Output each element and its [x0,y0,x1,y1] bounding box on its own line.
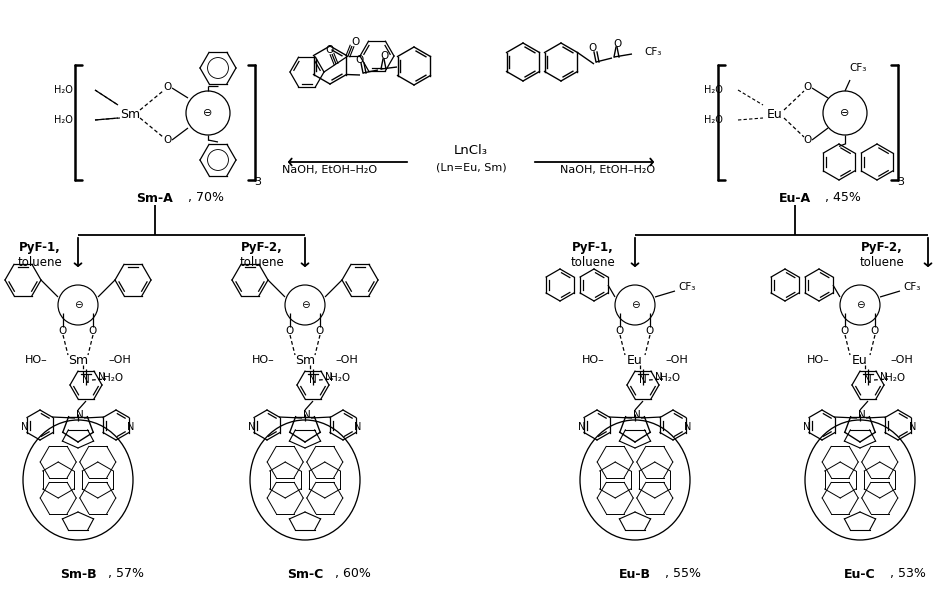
Text: N: N [655,372,662,382]
Text: 3: 3 [898,177,904,187]
Text: N: N [355,422,361,432]
Text: , 55%: , 55% [665,568,701,581]
Text: H₂O: H₂O [330,373,350,383]
Text: N: N [310,375,317,385]
Text: H₂O: H₂O [704,115,723,125]
Text: HO–: HO– [25,355,48,365]
Text: ⊖: ⊖ [630,300,639,310]
Text: H₂O: H₂O [55,115,73,125]
Text: N: N [909,422,917,432]
Text: N: N [326,372,333,382]
Text: 3: 3 [254,177,262,187]
Text: N: N [804,422,811,432]
Text: Sm: Sm [68,353,88,367]
Text: HO–: HO– [807,355,830,365]
Text: –OH: –OH [335,355,358,365]
Text: Eu: Eu [853,353,868,367]
Text: O: O [59,326,67,336]
Text: , 53%: , 53% [890,568,926,581]
Text: H₂O: H₂O [885,373,905,383]
Text: H₂O: H₂O [660,373,680,383]
Text: , 60%: , 60% [335,568,371,581]
Text: O: O [316,326,324,336]
Text: CF₃: CF₃ [644,47,662,57]
Text: CF₃: CF₃ [903,282,920,292]
Text: toluene: toluene [860,256,904,269]
Text: LnCl₃: LnCl₃ [454,143,488,157]
Text: , 57%: , 57% [108,568,144,581]
Text: N: N [127,422,135,432]
Text: CF₃: CF₃ [850,63,867,73]
Text: O: O [841,326,849,336]
Text: Sm: Sm [120,109,140,121]
Text: H₂O: H₂O [55,85,73,95]
Text: PyF-1,: PyF-1, [19,241,61,254]
Text: O: O [381,51,390,61]
Text: –OH: –OH [665,355,688,365]
Text: ⊖: ⊖ [840,108,850,118]
Text: O: O [804,135,812,145]
Text: Eu: Eu [627,353,643,367]
Text: O: O [326,45,334,55]
Text: O: O [804,82,812,92]
Text: H₂O: H₂O [704,85,723,95]
Text: N: N [303,410,311,420]
Text: N: N [858,410,866,420]
Text: Eu-C: Eu-C [844,568,876,581]
Text: Eu: Eu [767,109,783,121]
Text: O: O [352,37,360,47]
Text: ⊖: ⊖ [203,108,213,118]
Text: Sm-B: Sm-B [59,568,96,581]
Text: –OH: –OH [108,355,131,365]
Text: Eu-B: Eu-B [619,568,651,581]
Text: ⊖: ⊖ [855,300,865,310]
Text: N: N [881,372,887,382]
Text: N: N [864,375,872,385]
Text: H₂O: H₂O [103,373,123,383]
Text: Eu-A: Eu-A [779,191,811,205]
Text: N: N [76,410,84,420]
Text: ⊖: ⊖ [73,300,83,310]
Text: CF₃: CF₃ [678,282,695,292]
Text: , 70%: , 70% [188,191,224,205]
Text: O: O [356,55,364,65]
Text: toluene: toluene [18,256,62,269]
Text: O: O [870,326,879,336]
Text: N: N [639,375,646,385]
Text: O: O [615,326,624,336]
Text: PyF-2,: PyF-2, [241,241,283,254]
Text: O: O [88,326,97,336]
Text: ⊖: ⊖ [300,300,310,310]
Text: NaOH, EtOH–H₂O: NaOH, EtOH–H₂O [282,165,377,175]
Text: N: N [22,422,28,432]
Text: Sm-A: Sm-A [136,191,173,205]
Text: toluene: toluene [240,256,284,269]
Text: O: O [646,326,654,336]
Text: N: N [633,410,641,420]
Text: NaOH, EtOH–H₂O: NaOH, EtOH–H₂O [561,165,656,175]
Text: O: O [614,39,622,49]
Text: toluene: toluene [570,256,615,269]
Text: (Ln=Eu, Sm): (Ln=Eu, Sm) [436,162,506,172]
Text: N: N [248,422,256,432]
Text: N: N [579,422,585,432]
Text: O: O [164,135,172,145]
Text: O: O [286,326,295,336]
Text: O: O [164,82,172,92]
Text: PyF-1,: PyF-1, [572,241,614,254]
Text: PyF-2,: PyF-2, [861,241,902,254]
Text: N: N [684,422,692,432]
Text: O: O [589,43,598,53]
Text: , 45%: , 45% [825,191,861,205]
Text: N: N [98,372,105,382]
Text: HO–: HO– [582,355,605,365]
Text: HO–: HO– [252,355,275,365]
Text: Sm-C: Sm-C [287,568,323,581]
Text: N: N [82,375,90,385]
Text: –OH: –OH [890,355,913,365]
Text: Sm: Sm [295,353,315,367]
